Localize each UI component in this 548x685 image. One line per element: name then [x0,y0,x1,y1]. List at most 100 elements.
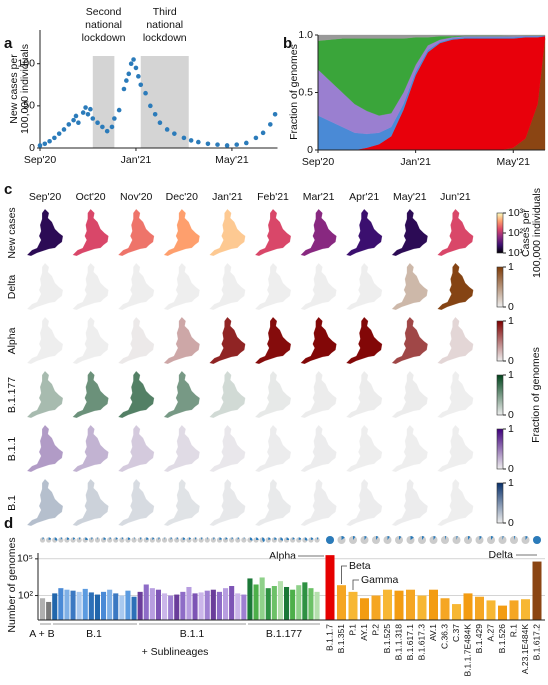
bar [452,604,461,620]
column-label: Jan'21 [212,191,243,203]
y-tick-label: 0.5 [298,86,313,98]
pie-slice [158,537,160,540]
map [300,316,337,365]
pie-slice [115,537,118,540]
bar [82,588,88,620]
pie-slice [491,536,494,540]
pie-slice [170,537,173,540]
point [112,116,117,121]
point [52,135,57,141]
bar [290,589,296,620]
map [209,370,246,419]
x-tick-label: C.36.3 [439,624,449,649]
pie-slice [231,537,234,540]
x-tick-label: Sep'20 [24,154,57,166]
point [66,122,72,127]
map [300,262,337,311]
x-tick-label: May'21 [215,154,249,166]
bar [314,591,320,620]
map [72,316,109,365]
map [163,478,200,527]
pie-slice [42,537,45,540]
colorbar-label: 100,000 individuals [531,188,543,278]
bar [64,589,70,620]
pie-slice [274,537,277,540]
map [346,478,383,527]
colorbar [496,212,504,254]
pie-slice [66,537,70,540]
point [205,141,211,147]
pie-slice [85,537,88,540]
pie-slice [176,537,179,540]
pie-slice [280,537,284,541]
row-label: B.1 [6,495,18,511]
point [83,105,88,110]
pie-slice [249,537,253,541]
map [346,424,383,473]
pie-slice [317,537,319,540]
point [188,138,194,143]
bar [143,584,149,620]
pie-slice [310,537,314,540]
map [209,208,246,257]
y-axis-label: 100,000 individuals [19,44,31,134]
colorbar-tick-label: 1 [508,369,514,381]
x-tick-label: P.1 [347,624,357,636]
bar [463,593,473,620]
map [254,262,292,311]
bar [241,594,247,620]
bar [247,578,253,620]
bar [113,593,119,620]
point [260,130,266,136]
bar [302,582,308,620]
point [215,142,220,147]
bar [119,595,125,620]
bar [174,594,180,620]
map [26,370,64,419]
point [224,143,230,148]
point [56,131,62,136]
pie-slice [201,537,203,540]
bar [52,593,58,620]
pie-slice [433,536,436,540]
x-tick-label: Sep'20 [302,156,335,168]
pie-slice [533,536,541,544]
x-tick-label: C.37 [451,624,461,642]
pie-background [131,537,137,543]
y-tick-label: 100 [17,57,35,69]
bar [440,598,450,620]
group-label: A + B [29,628,54,640]
pie-slice [376,536,379,540]
point [116,107,122,113]
x-tick-label: P.2 [370,624,380,636]
map [437,262,474,311]
bar [521,599,530,620]
row-label: Alpha [6,327,18,354]
pie-slice [60,537,63,540]
y-tick-label: 0 [307,144,313,156]
bar [371,595,381,620]
map [72,478,109,527]
colorbar [496,482,504,524]
pie-slice [164,537,166,540]
bar [88,592,94,620]
bar [253,584,259,620]
bar [94,594,100,620]
pie-slice [97,537,99,540]
map [163,316,200,365]
map [209,262,246,311]
point [100,124,105,130]
y-tick-label: 1.0 [298,29,313,41]
footer-label: + Sublineages [142,646,209,658]
bar [70,590,76,620]
pie-background [155,537,162,543]
colorbar-tick-label: 0 [508,463,514,475]
region-label: Third [153,6,177,18]
bar [308,588,314,620]
pie-slice [195,537,197,540]
pie-slice [79,537,81,540]
map [26,424,64,473]
x-tick-label: Jan'21 [121,154,152,166]
bar [223,588,229,620]
map [437,208,474,257]
